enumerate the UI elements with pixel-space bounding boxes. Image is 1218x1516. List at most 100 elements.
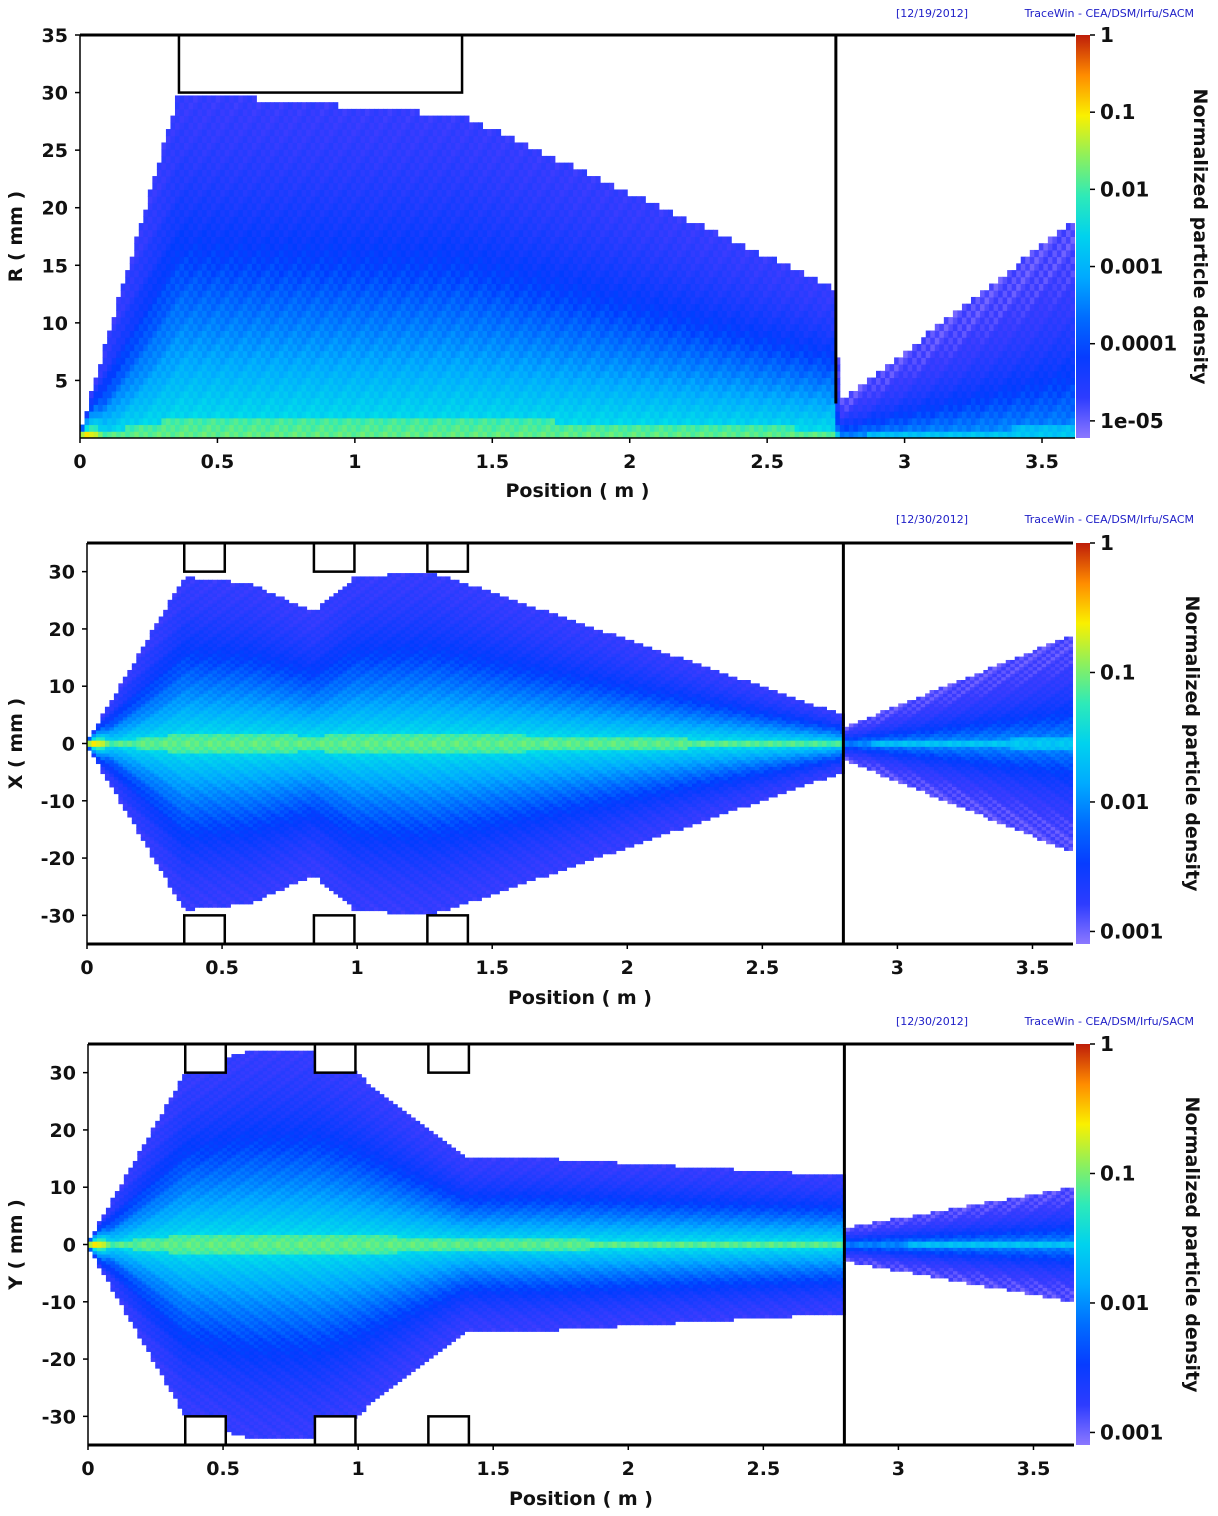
density-cell (373, 108, 379, 117)
density-cell (251, 202, 257, 211)
density-cell (184, 370, 190, 379)
density-cell (333, 189, 339, 197)
density-cell (414, 317, 420, 325)
density-cell (468, 122, 474, 130)
density-cell (256, 283, 262, 291)
density-cell (238, 176, 244, 184)
density-cell (269, 357, 275, 365)
density-cell (396, 337, 402, 345)
density-cell (301, 196, 307, 204)
density-cell (206, 397, 212, 405)
density-cell (306, 417, 312, 426)
density-cell (174, 162, 180, 170)
density-cell (125, 397, 131, 405)
density-cell (378, 223, 384, 231)
density-cell (378, 397, 384, 405)
density-cell (143, 249, 149, 258)
density-cell (174, 317, 180, 325)
density-cell (193, 323, 199, 332)
density-cell (518, 249, 524, 258)
density-cell (383, 229, 389, 237)
density-cell (541, 390, 547, 399)
density-cell (193, 243, 199, 251)
density-cell (591, 390, 597, 399)
density-cell (441, 303, 447, 311)
density-cell (577, 323, 583, 332)
density-cell (577, 189, 583, 197)
density-cell (333, 303, 339, 311)
density-cell (550, 223, 556, 231)
density-cell (193, 397, 199, 405)
density-cell (509, 189, 515, 197)
density-cell (405, 115, 411, 123)
density-cell (591, 337, 597, 345)
density-cell (161, 296, 167, 305)
density-cell (572, 350, 578, 358)
density-cell (532, 424, 538, 432)
density-cell (143, 317, 149, 325)
density-cell (283, 377, 289, 385)
density-cell (410, 155, 416, 164)
density-cell (188, 424, 194, 432)
density-cell (545, 209, 551, 217)
density-cell (405, 129, 411, 137)
density-cell (233, 142, 239, 150)
density-cell (179, 102, 185, 110)
density-cell (337, 122, 343, 130)
density-cell (319, 370, 325, 379)
density-cell (174, 323, 180, 332)
density-cell (563, 343, 569, 352)
density-cell (297, 142, 303, 150)
density-cell (319, 343, 325, 352)
density-cell (396, 229, 402, 237)
density-cell (364, 108, 370, 117)
density-cell (102, 424, 108, 432)
density-cell (550, 317, 556, 325)
density-cell (541, 196, 547, 204)
density-cell (441, 350, 447, 358)
density-cell (116, 384, 122, 392)
density-cell (288, 108, 294, 117)
density-cell (387, 162, 393, 170)
density-cell (328, 263, 334, 271)
density-cell (450, 384, 456, 392)
density-cell (518, 431, 524, 438)
density-cell (288, 216, 294, 224)
density-cell (215, 229, 221, 237)
density-cell (206, 290, 212, 298)
density-cell (473, 370, 479, 379)
density-cell (360, 343, 366, 352)
density-cell (410, 135, 416, 143)
density-cell (355, 397, 361, 405)
density-cell (324, 209, 330, 217)
density-cell (441, 343, 447, 352)
density-cell (423, 115, 429, 123)
density-cell (242, 108, 248, 117)
density-cell (224, 196, 230, 204)
density-cell (468, 303, 474, 311)
density-cell (401, 357, 407, 365)
density-cell (297, 155, 303, 164)
density-cell (260, 162, 266, 170)
density-cell (568, 310, 574, 318)
density-cell (193, 162, 199, 170)
density-cell (523, 270, 529, 278)
density-cell (306, 431, 312, 438)
density-cell (369, 155, 375, 164)
density-cell (360, 189, 366, 197)
density-cell (328, 370, 334, 379)
density-cell (378, 276, 384, 285)
density-cell (274, 176, 280, 184)
density-cell (396, 162, 402, 170)
density-cell (242, 350, 248, 358)
density-cell (468, 216, 474, 224)
density-cell (256, 256, 262, 264)
density-cell (482, 129, 488, 137)
density-cell (215, 431, 221, 438)
density-cell (536, 370, 542, 379)
density-cell (292, 256, 298, 264)
density-cell (251, 256, 257, 264)
density-cell (184, 424, 190, 432)
density-cell (93, 424, 99, 432)
density-cell (514, 149, 520, 157)
